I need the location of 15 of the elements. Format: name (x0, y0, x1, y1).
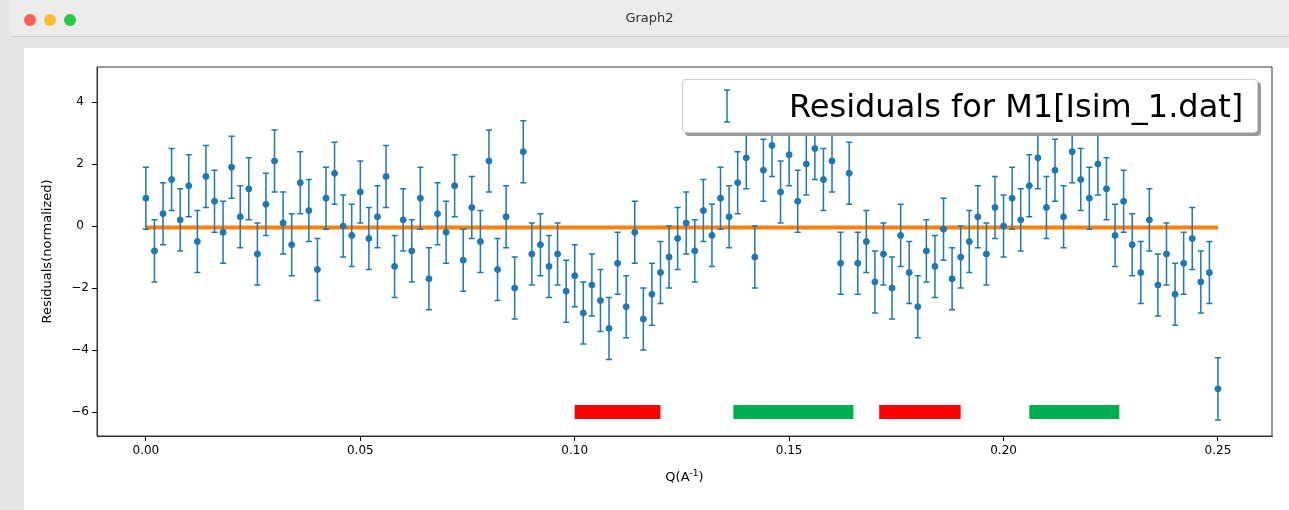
x-tick-label: 0.05 (346, 443, 374, 458)
y-tick-label: −4 (71, 342, 90, 357)
x-tick-label: 0.25 (1204, 443, 1232, 458)
y-axis-title: Residuals(normalized) (39, 179, 55, 324)
x-tick-label: 0.00 (132, 443, 160, 458)
x-tick-label: 0.10 (561, 443, 589, 458)
x-tick-label: 0.20 (990, 443, 1017, 458)
legend-label: Residuals for M1[Isim_1.dat] (789, 86, 1244, 127)
y-tick-label: −2 (71, 280, 90, 295)
x-tick-label: 0.15 (775, 443, 803, 458)
y-tick-label: 0 (76, 218, 84, 233)
y-tick-label: 4 (76, 94, 84, 109)
y-tick-label: −6 (71, 404, 90, 419)
chart-title: Graph2 (624, 10, 675, 25)
y-tick-label: 2 (76, 156, 84, 171)
